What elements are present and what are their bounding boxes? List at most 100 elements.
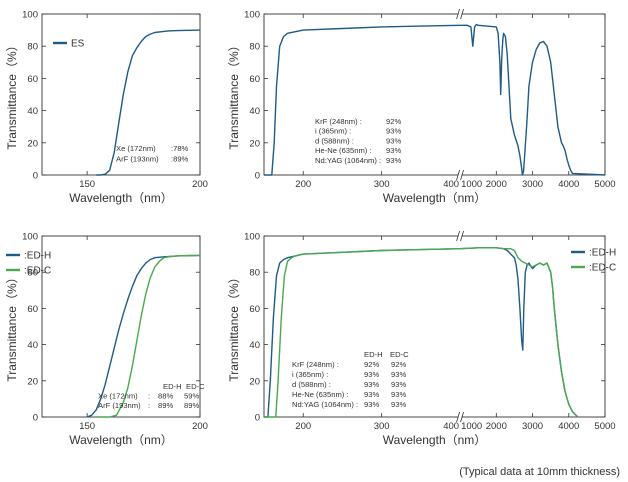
series-line-es (264, 24, 461, 176)
table-column-header: ED-H (163, 382, 182, 391)
y-tick-label: 80 (249, 42, 260, 53)
table-cell: KrF (248nm) : (292, 360, 339, 369)
x-axis-label: Wavelength（nm） (69, 433, 173, 447)
y-tick-label: 60 (27, 304, 38, 315)
legend-label: :ED-C (589, 263, 616, 274)
table-cell: ArF (193nm) (98, 401, 141, 410)
y-tick-label: 40 (249, 340, 260, 351)
x-axis-label: Wavelength（nm） (383, 191, 487, 205)
plot-frame (41, 235, 201, 418)
table-column-header: ED-C (186, 382, 205, 391)
series-line-ed-c (460, 247, 579, 418)
x-tick-label: 200 (192, 179, 208, 190)
y-axis-label: Transmittance（%） (227, 271, 241, 381)
table-cell: d (588nm) : (292, 380, 331, 389)
y-tick-label: 100 (244, 10, 260, 21)
x-tick-label: 5000 (594, 421, 615, 432)
table-cell: KrF (248nm) : (315, 117, 362, 126)
table-cell: 92% (391, 360, 406, 369)
x-tick-label: 150 (79, 421, 95, 432)
x-tick-label: 150 (79, 179, 95, 190)
y-tick-label: 0 (33, 171, 38, 182)
table-cell: : (148, 401, 150, 410)
axis-break-gap (458, 8, 462, 20)
axis-break-mark (460, 230, 464, 242)
legend-label: ES (71, 39, 85, 50)
table-cell: He-Ne (635nm) : (292, 390, 349, 399)
series-line-es (460, 23, 606, 176)
table-cell: :78% (171, 144, 189, 153)
legend-label: :ED-C (24, 266, 51, 277)
table-cell: 59% (184, 392, 199, 401)
x-tick-label: 200 (192, 421, 208, 432)
x-tick-label: 3000 (522, 421, 543, 432)
table-cell: 89% (158, 401, 173, 410)
x-tick-label: 200 (295, 179, 311, 190)
table-cell: 93% (391, 370, 406, 379)
table-cell: 88% (158, 392, 173, 401)
axis-break-gap (458, 411, 462, 423)
x-tick-label: 1000 (461, 179, 482, 190)
table-cell: 93% (391, 380, 406, 389)
chart-c2: 0 20 40 60 80 100 200 300 400 1000 2000 3000 4000 500… (227, 8, 616, 205)
axis-break-mark (456, 411, 460, 423)
x-tick-label: 300 (374, 421, 390, 432)
series-line-ed-c (98, 254, 201, 418)
y-tick-label: 80 (27, 42, 38, 53)
y-axis-label: Transmittance（%） (227, 39, 241, 149)
series-line-es (96, 29, 201, 176)
y-tick-label: 40 (249, 106, 260, 117)
plot-frame (41, 13, 201, 176)
axis-break-mark (456, 230, 460, 242)
table-cell: Nd:YAG (1064nm) : (315, 156, 381, 165)
table-cell: Xe (172nm) (98, 392, 138, 401)
legend-label: :ED-H (589, 248, 616, 259)
table-cell: 93% (386, 127, 401, 136)
x-tick-label: 2000 (486, 421, 507, 432)
table-cell: : (148, 392, 150, 401)
y-axis-label: Transmittance（%） (5, 271, 19, 381)
table-cell: 93% (364, 400, 379, 409)
chart-c4: 0 20 40 60 80 100 200 300 400 1000 2000 3000 4000 500… (227, 230, 616, 447)
x-tick-label: 400 (443, 179, 459, 190)
y-tick-label: 0 (255, 171, 260, 182)
x-tick-label: 200 (295, 421, 311, 432)
axis-break-gap (458, 230, 462, 242)
x-tick-label: 4000 (558, 179, 579, 190)
x-tick-label: 1000 (461, 421, 482, 432)
x-axis-label: Wavelength（nm） (69, 191, 173, 205)
x-axis-label: Wavelength（nm） (383, 433, 487, 447)
table-cell: 93% (391, 390, 406, 399)
plot-frame (263, 13, 606, 176)
y-tick-label: 100 (244, 232, 260, 243)
series-line-ed-h (86, 254, 201, 418)
footnote: (Typical data at 10mm thickness) (459, 466, 620, 478)
table-cell: i (365nm) : (315, 127, 351, 136)
table-cell: Nd:YAG (1064nm) : (292, 400, 358, 409)
plot-frame (263, 235, 606, 418)
y-tick-label: 20 (249, 138, 260, 149)
legend-label: :ED-H (24, 251, 51, 262)
table-cell: d (588nm) : (315, 136, 354, 145)
table-cell: 92% (386, 117, 401, 126)
y-tick-label: 20 (249, 376, 260, 387)
x-tick-label: 4000 (558, 421, 579, 432)
table-cell: 93% (391, 400, 406, 409)
x-tick-label: 3000 (522, 179, 543, 190)
table-cell: 93% (364, 390, 379, 399)
y-axis-label: Transmittance（%） (5, 39, 19, 149)
y-tick-label: 100 (22, 10, 38, 21)
y-tick-label: 20 (27, 138, 38, 149)
table-cell: 93% (386, 136, 401, 145)
x-tick-label: 2000 (486, 179, 507, 190)
axis-break-mark (460, 411, 464, 423)
axis-break-mark (456, 8, 460, 20)
table-cell: He-Ne (635nm) : (315, 146, 372, 155)
x-tick-label: 300 (374, 179, 390, 190)
y-tick-label: 20 (27, 376, 38, 387)
chart-c3: 0 20 40 60 80 100 150 200 Wavelength（nm） Transmit… (5, 232, 208, 448)
table-cell: 93% (364, 380, 379, 389)
table-cell: 92% (364, 360, 379, 369)
x-tick-label: 400 (443, 421, 459, 432)
table-column-header: ED-H (364, 350, 383, 359)
